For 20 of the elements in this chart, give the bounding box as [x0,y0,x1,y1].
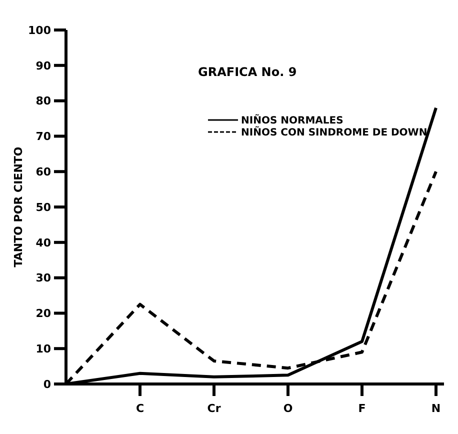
x-tick-label: F [358,402,366,415]
y-tick-label: 60 [36,165,52,178]
x-tick-label: N [431,402,441,415]
y-axis-title: TANTO POR CIENTO [12,146,25,268]
x-tick-label: O [283,402,293,415]
y-tick-label: 100 [28,24,52,37]
legend-label: NIÑOS NORMALES [241,114,344,126]
y-tick-label: 30 [36,272,52,285]
y-tick-label: 80 [36,94,52,108]
x-tick-label: Cr [207,402,222,415]
x-tick-label: C [136,402,144,415]
y-tick-label: 90 [36,59,52,72]
y-tick-label: 20 [36,307,52,320]
text: GRAFICA No. 9 [198,65,297,79]
y-tick-label: 10 [36,342,52,356]
y-tick-label: 70 [36,130,52,144]
legend-label: NIÑOS CON SINDROME DE DOWN [241,126,428,138]
y-tick-label: 40 [36,236,52,250]
y-tick-label: 50 [36,200,52,214]
y-tick-label: 0 [43,378,52,391]
